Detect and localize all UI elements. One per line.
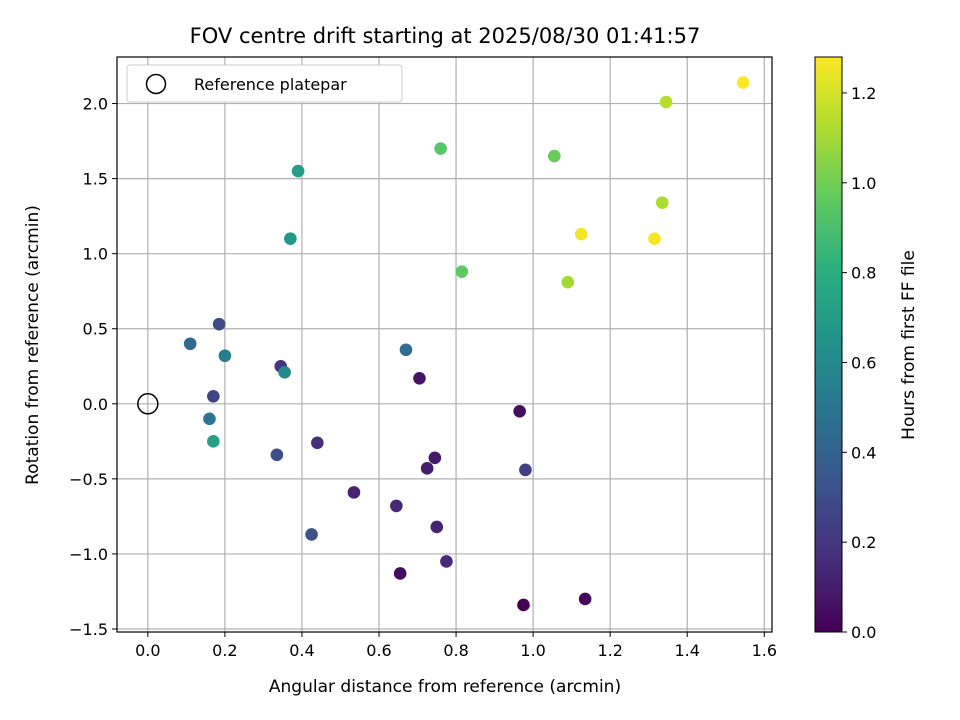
x-tick-label: 1.0 [520, 641, 545, 660]
colorbar-tick-label: 0.6 [851, 353, 876, 372]
x-axis-label: Angular distance from reference (arcmin) [269, 677, 621, 697]
data-point [513, 405, 526, 418]
data-point [284, 232, 297, 245]
x-tick-label: 0.8 [443, 641, 468, 660]
data-point [203, 412, 216, 426]
reference-marker [137, 393, 159, 415]
data-point [305, 528, 318, 541]
x-tick-label: 0.4 [289, 641, 314, 660]
colorbar-tick-label: 0.2 [851, 533, 876, 552]
x-tick-label: 0.2 [212, 641, 237, 660]
data-point [291, 164, 305, 178]
x-tick-label: 1.2 [597, 641, 622, 660]
data-point [420, 462, 434, 475]
plot-frame [116, 56, 773, 633]
data-point [561, 275, 575, 289]
colorbar-gradient [814, 56, 843, 633]
data-point [548, 149, 561, 163]
colorbar: 0.0 0.2 0.4 0.6 0.8 1.0 1.2 Hours from first F… [814, 56, 919, 642]
legend: Reference platepar [126, 64, 403, 103]
data-point [311, 436, 324, 450]
data-point [428, 451, 442, 465]
data-point [183, 337, 197, 351]
colorbar-tick-label: 1.0 [851, 174, 876, 193]
legend-box [126, 64, 403, 103]
x-tick-label: 0.0 [135, 641, 160, 660]
legend-label: Reference platepar [194, 75, 347, 94]
y-tick-label: 1.5 [83, 170, 108, 189]
data-point [659, 95, 673, 109]
grid-lines [117, 57, 772, 632]
data-point [207, 435, 220, 448]
y-tick-label: 1.0 [83, 245, 108, 264]
data-point [578, 592, 592, 606]
data-point [347, 486, 361, 499]
colorbar-tick-label: 1.2 [851, 84, 876, 103]
data-point [517, 598, 530, 612]
data-point [736, 76, 750, 89]
colorbar-ticks: 0.0 0.2 0.4 0.6 0.8 1.0 1.2 [842, 84, 876, 642]
data-point [212, 317, 226, 331]
colorbar-tick-label: 0.8 [851, 264, 876, 283]
reference-marker-layer [137, 393, 159, 415]
chart-title: FOV centre drift starting at 2025/08/30 … [190, 24, 701, 48]
colorbar-tick-label: 0.4 [851, 443, 876, 462]
data-point [393, 567, 407, 580]
data-point [655, 196, 669, 209]
y-tick-label: 0.0 [83, 395, 108, 414]
data-point [218, 349, 232, 363]
y-tick-label: −0.5 [69, 470, 108, 489]
y-axis-label: Rotation from reference (arcmin) [23, 205, 43, 485]
data-point [648, 232, 661, 245]
x-tick-label: 0.6 [366, 641, 391, 660]
data-point [207, 389, 220, 403]
data-point [270, 448, 284, 462]
colorbar-label: Hours from first FF file [899, 250, 919, 440]
data-point [278, 365, 291, 379]
data-point [434, 142, 447, 155]
colorbar-tick-label: 0.0 [851, 623, 876, 642]
y-tick-label: 2.0 [83, 95, 108, 114]
data-points [183, 76, 750, 612]
y-tick-label: −1.5 [69, 620, 108, 639]
data-point [440, 555, 453, 568]
y-axis-ticks: −1.5 −1.0 −0.5 0.0 0.5 1.0 1.5 2.0 [69, 95, 117, 639]
data-point [455, 265, 469, 278]
data-point [430, 520, 444, 534]
data-point [413, 371, 426, 385]
y-tick-label: 0.5 [83, 320, 108, 339]
data-point [519, 463, 532, 477]
data-point [574, 227, 588, 241]
x-axis-ticks: 0.0 0.2 0.4 0.6 0.8 1.0 1.2 1.4 1.6 [135, 632, 777, 660]
x-tick-label: 1.6 [752, 641, 777, 660]
y-tick-label: −1.0 [69, 545, 108, 564]
data-point [390, 499, 403, 513]
legend-reference-marker [145, 73, 167, 95]
x-tick-label: 1.4 [675, 641, 700, 660]
data-point [399, 343, 413, 357]
